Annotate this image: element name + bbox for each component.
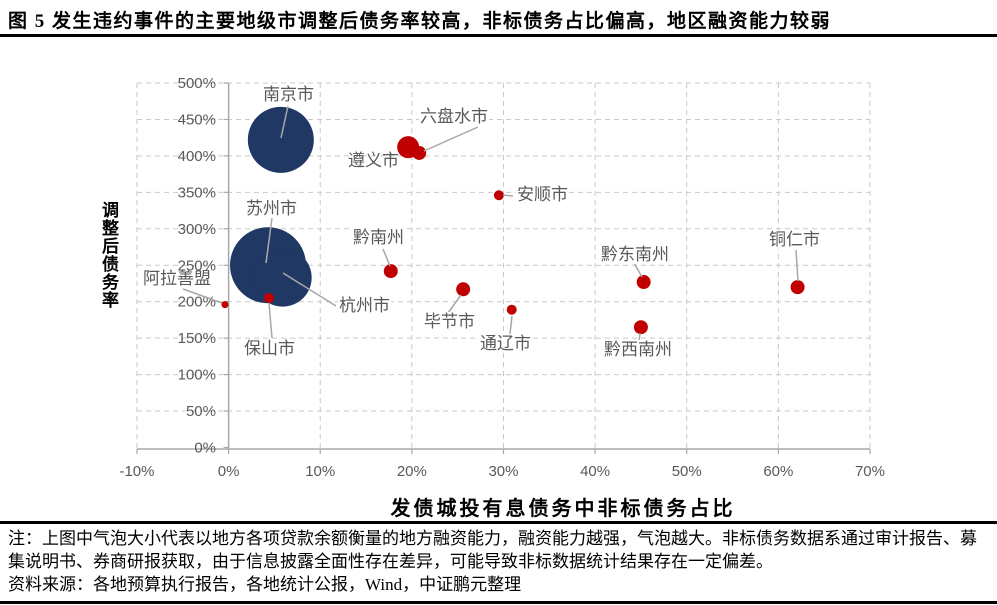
y-tick-label: 500% [178,75,216,92]
bubble [790,280,805,295]
y-axis-title: 调整后债务率 [99,201,118,309]
y-tick-label: 400% [178,148,216,165]
y-tick-label: 50% [186,403,216,420]
label-leader-line [423,126,479,152]
label-leader-line [382,248,391,267]
chart-notes-divider-rule [0,521,997,524]
bubble [412,145,427,160]
x-tick-label: 0% [218,463,240,480]
y-tick-label: 450% [178,111,216,128]
label-leader-line [265,217,273,264]
x-tick-label: 10% [305,463,335,480]
data-source-note: 资料来源：各地预算执行报告，各地统计公报，Wind，中证鹏元整理 [8,575,522,594]
y-tick-label: 200% [178,294,216,311]
x-tick-label: 50% [672,463,702,480]
x-tick-label: -10% [119,463,154,480]
footnotes: 注：上图中气泡大小代表以地方各项贷款余额衡量的地方融资能力，融资能力越强，气泡越… [8,527,985,596]
y-tick-label: 250% [178,257,216,274]
x-axis-title: 发债城投有息债务中非标债务占比 [390,498,736,520]
x-tick-label: 40% [580,463,610,480]
bubble [506,304,517,315]
y-tick-label: 0% [194,440,216,457]
bottom-border-rule [0,601,997,604]
bubble-size-note: 注：上图中气泡大小代表以地方各项贷款余额衡量的地方融资能力，融资能力越强，气泡越… [8,529,977,571]
y-tick-label: 150% [178,330,216,347]
bubble [456,282,471,297]
bubble [633,320,648,335]
y-tick-label: 300% [178,221,216,238]
bubble [636,275,651,290]
label-leader-line [268,302,273,339]
label-leader-line [795,249,799,282]
y-tick-label: 100% [178,367,216,384]
bubble [383,264,398,279]
bubble [221,301,229,309]
label-leader-line [509,315,513,335]
x-tick-label: 70% [855,463,885,480]
figure-title: 图 5 发生违约事件的主要地级市调整后债务率较高，非标债务占比偏高，地区融资能力… [8,11,832,32]
x-tick-label: 20% [397,463,427,480]
bubble-chart: -10% 0% 10% 20% 30% 40% 50% 60% 70% 0% 50% 100% 150%… [119,75,885,480]
y-tick-label: 350% [178,184,216,201]
label-leader-line [282,272,337,307]
label-leader-line [447,294,462,314]
x-tick-label: 30% [488,463,518,480]
label-leader-line [638,332,641,342]
label-leader-line [633,262,643,278]
bubble [253,248,312,307]
label-leader-line [280,105,289,139]
bubble [247,106,314,173]
bubble [493,190,504,201]
label-leader-line [182,288,223,304]
x-tick-label: 60% [763,463,793,480]
label-leader-line [502,194,514,197]
title-divider-rule [0,34,997,37]
bubble [263,293,274,304]
bubble-chart-area: -10% 0% 10% 20% 30% 40% 50% 60% 70% 0% 50% 100% 150%… [99,75,885,520]
